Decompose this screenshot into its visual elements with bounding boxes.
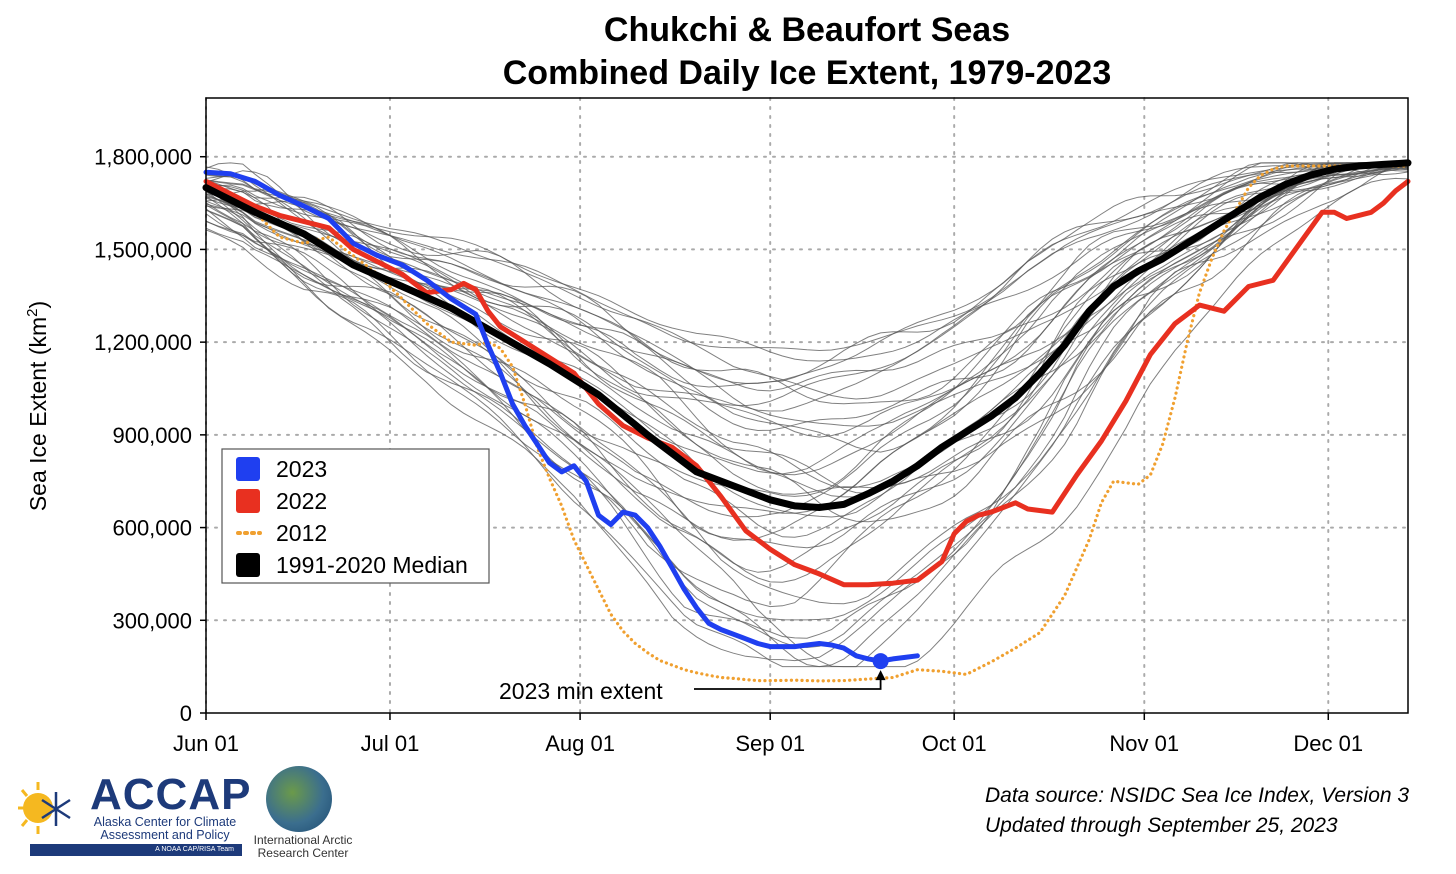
annotation-arrow [694,678,882,690]
x-axis-ticks: Jun 01 Jul 01 Aug 01 Sep 01 Oct 01 Nov 01 Dec … [173,713,1363,756]
y-tick-label: 900,000 [112,423,192,448]
y-tick-label: 1,200,000 [94,330,192,355]
series-line-2023 [203,169,920,664]
x-tick-label: Oct 01 [922,731,987,756]
historical-year-line [205,162,1409,514]
historical-year-line [205,162,1409,407]
updated-through-text: Updated through September 25, 2023 [985,814,1338,837]
historical-year-line [205,162,1408,639]
historical-year-line [205,162,1408,621]
x-tick-label: Jun 01 [173,731,239,756]
x-tick-label: Sep 01 [735,731,805,756]
historical-year-line [205,167,1409,400]
historical-year-line [205,167,1409,489]
legend-swatch-2022 [236,489,260,513]
historical-year-line [205,162,1408,352]
legend-label-2023: 2023 [276,456,327,482]
y-tick-label: 300,000 [112,608,192,633]
legend-item-2023: 2023 [236,456,327,482]
historical-year-line [205,163,1409,362]
x-tick-label: Aug 01 [545,731,615,756]
historical-year-line [205,162,1408,549]
min-extent-annotation: 2023 min extent [499,670,886,704]
legend-item-2012: 2012 [236,520,327,546]
legend-swatch-2023 [236,457,260,481]
legend-item-median: 1991-2020 Median [236,552,468,578]
globe-icon [266,766,332,832]
iarc-name: International Arctic Research Center [253,833,353,860]
accap-subtitle: Alaska Center for Climate Assessment and… [93,815,237,842]
y-tick-label: 1,800,000 [94,145,192,170]
historical-year-lines [205,162,1409,668]
legend-label-median: 1991-2020 Median [276,552,468,578]
x-tick-label: Jul 01 [361,731,420,756]
annotation-label: 2023 min extent [499,678,663,704]
chart-title: Chukchi & Beaufort Seas [603,11,1011,49]
historical-year-line [205,162,1408,438]
historical-year-line [205,163,1409,412]
historical-year-line [205,162,1408,662]
series-line-1991-2020-median [202,159,1412,511]
legend-item-2022: 2022 [236,488,327,514]
annotation-arrowhead [875,670,886,681]
historical-year-line [205,162,1408,495]
historical-year-line [205,162,1409,498]
historical-year-line [205,164,1409,538]
y-axis-label: Sea Ice Extent (km2) [24,301,51,511]
y-tick-label: 0 [180,701,192,726]
x-tick-label: Nov 01 [1109,731,1179,756]
min-extent-marker [872,653,889,670]
chart-subtitle: Combined Daily Ice Extent, 1979-2023 [502,54,1112,92]
legend-box [221,448,490,584]
historical-year-line [205,164,1409,427]
historical-year-line [205,162,1409,583]
data-source-text: Data source: NSIDC Sea Ice Index, Versio… [985,784,1410,807]
sun-snowflake-icon [18,782,71,834]
historical-year-line [205,166,1409,668]
legend-label-2022: 2022 [276,488,327,514]
historical-year-line [205,162,1408,518]
accap-wordmark: ACCAP [90,770,252,819]
historical-year-line [205,162,1408,432]
historical-year-line [205,162,1408,608]
x-tick-label: Dec 01 [1293,731,1363,756]
historical-year-line [205,162,1408,388]
y-axis-ticks: 0 300,000 600,000 900,000 1,200,000 1,500,000… [94,145,206,726]
y-tick-label: 1,500,000 [94,237,192,262]
accap-tagline: A NOAA CAP/RISA Team [30,844,242,856]
historical-year-line [205,165,1409,476]
plot-frame [205,97,1409,714]
accap-logo: ACCAP Alaska Center for Climate Assessme… [14,770,250,856]
y-tick-label: 600,000 [112,516,192,541]
historical-year-line [205,162,1408,384]
legend-label-2012: 2012 [276,520,327,546]
legend: 2023 2022 2012 1991-2020 Median [221,448,490,584]
historical-year-line [205,162,1408,475]
iarc-logo: International Arctic Research Center [248,766,358,866]
legend-swatch-median [236,553,260,577]
series-line-2012 [204,164,1410,683]
series-layer [202,159,1412,683]
historical-year-line [205,177,1409,668]
grid-lines [205,97,1409,714]
